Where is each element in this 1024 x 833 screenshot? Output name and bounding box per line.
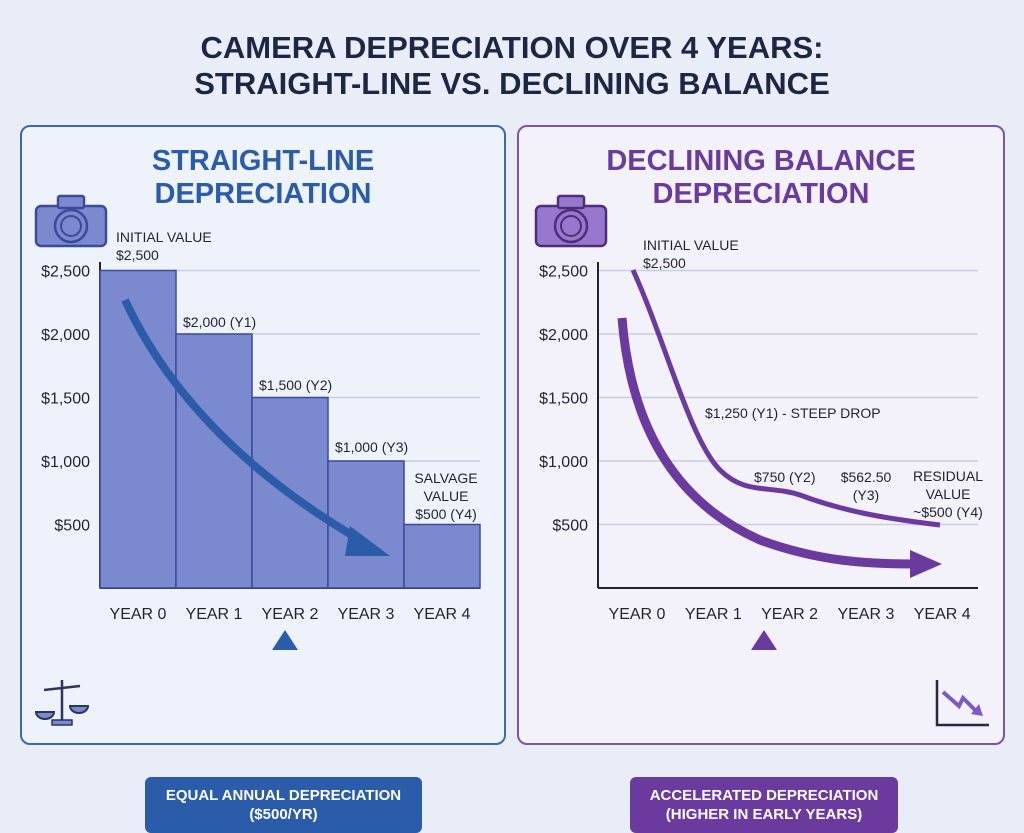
camera-top <box>556 194 586 210</box>
main-title: CAMERA DEPRECIATION OVER 4 YEARS: STRAIG… <box>0 30 1024 102</box>
chart-arrowhead <box>971 704 983 716</box>
balance-scale-icon <box>34 680 90 726</box>
callout-line-1: ACCELERATED DEPRECIATION <box>649 787 879 804</box>
bar-year-1 <box>175 333 253 589</box>
x-tick-label: YEAR 0 <box>609 606 666 623</box>
data-label: $2,500 <box>643 255 686 271</box>
y-tick-label: $1,500 <box>41 391 90 408</box>
y-tick-label: $500 <box>54 518 90 535</box>
data-label: $1,500 (Y2) <box>259 377 332 393</box>
y-tick-label: $2,000 <box>41 327 90 344</box>
y-tick-label: $2,500 <box>539 264 588 281</box>
trend-arrowhead <box>910 550 942 578</box>
x-tick-label: YEAR 3 <box>837 606 894 623</box>
y-tick-label: $2,500 <box>41 264 90 281</box>
chart-axes <box>935 680 989 727</box>
y-tick-label: $500 <box>552 518 588 535</box>
declining-chart-icon <box>935 680 989 727</box>
camera-lens <box>53 208 89 244</box>
y-tick-label: $1,000 <box>41 454 90 471</box>
x-tick-label: YEAR 4 <box>414 606 471 623</box>
trend-arrow-icon <box>617 317 916 569</box>
scale-pan-left <box>34 711 56 720</box>
data-label: $2,000 (Y1) <box>183 314 256 330</box>
data-label: $1,250 (Y1) - STEEP DROP <box>705 405 881 421</box>
data-label: $1,000 (Y3) <box>335 439 408 455</box>
callout-line-2: (HIGHER IN EARLY YEARS) <box>665 806 863 823</box>
camera-icon <box>34 194 108 248</box>
camera-icon <box>534 194 608 248</box>
callout-pointer <box>272 630 298 650</box>
y-tick-label: $2,000 <box>539 327 588 344</box>
trend-arrow-icon <box>121 298 363 544</box>
data-label: $562.50 <box>841 469 892 485</box>
scale-pan-right <box>68 705 90 714</box>
x-tick-label: YEAR 1 <box>186 606 243 623</box>
callout-line-2: ($500/YR) <box>249 806 318 823</box>
x-tick-label: YEAR 2 <box>761 606 818 623</box>
callout-line-1: EQUAL ANNUAL DEPRECIATION <box>165 787 402 804</box>
data-label: RESIDUAL <box>913 468 983 484</box>
straight-line-title-1: STRAIGHT-LINE <box>151 145 375 177</box>
camera-lens-inner <box>60 215 82 237</box>
title-line-2: STRAIGHT-LINE VS. DECLINING BALANCE <box>194 66 830 101</box>
data-label: VALUE <box>926 486 971 502</box>
data-label: SALVAGE <box>414 470 477 486</box>
x-tick-label: YEAR 1 <box>685 606 742 623</box>
data-label: INITIAL VALUE <box>643 237 739 253</box>
data-label: INITIAL VALUE <box>116 229 212 245</box>
callout-pointer <box>751 630 777 650</box>
camera-lens <box>553 208 589 244</box>
x-tick-label: YEAR 4 <box>914 606 971 623</box>
x-tick-label: YEAR 3 <box>338 606 395 623</box>
straight-line-title-2: DEPRECIATION <box>154 178 372 210</box>
data-label: $500 (Y4) <box>415 506 476 522</box>
bar-year-4 <box>403 523 481 589</box>
x-tick-label: YEAR 0 <box>110 606 167 623</box>
chart-zigzag <box>941 690 979 714</box>
chart-canvas: $500 $1,000 $1,500 $2,000 $2,500 YEAR 0 YEAR 1… <box>34 194 989 727</box>
data-label: $750 (Y2) <box>754 469 815 485</box>
data-label: ~$500 (Y4) <box>913 504 983 520</box>
declining-title-2: DEPRECIATION <box>652 178 870 210</box>
y-tick-label: $1,000 <box>539 454 588 471</box>
camera-top <box>56 194 86 210</box>
data-label: (Y3) <box>853 487 879 503</box>
declining-title: DECLINING BALANCE DEPRECIATION <box>519 145 1003 211</box>
data-label: VALUE <box>424 488 469 504</box>
title-line-1: CAMERA DEPRECIATION OVER 4 YEARS: <box>200 30 824 65</box>
camera-lens-inner <box>560 215 582 237</box>
x-tick-label: YEAR 2 <box>262 606 319 623</box>
declining-title-1: DECLINING BALANCE <box>606 145 916 177</box>
y-tick-label: $1,500 <box>539 391 588 408</box>
series-line-declining-balance <box>630 268 941 528</box>
straight-line-title: STRAIGHT-LINE DEPRECIATION <box>22 145 504 211</box>
scale-base <box>51 719 73 726</box>
trend-arrowhead <box>345 526 390 556</box>
scale-beam <box>43 684 81 692</box>
straight-line-callout: EQUAL ANNUAL DEPRECIATION ($500/YR) <box>145 777 422 833</box>
data-label: $2,500 <box>116 247 159 263</box>
declining-callout: ACCELERATED DEPRECIATION (HIGHER IN EARL… <box>630 777 898 833</box>
